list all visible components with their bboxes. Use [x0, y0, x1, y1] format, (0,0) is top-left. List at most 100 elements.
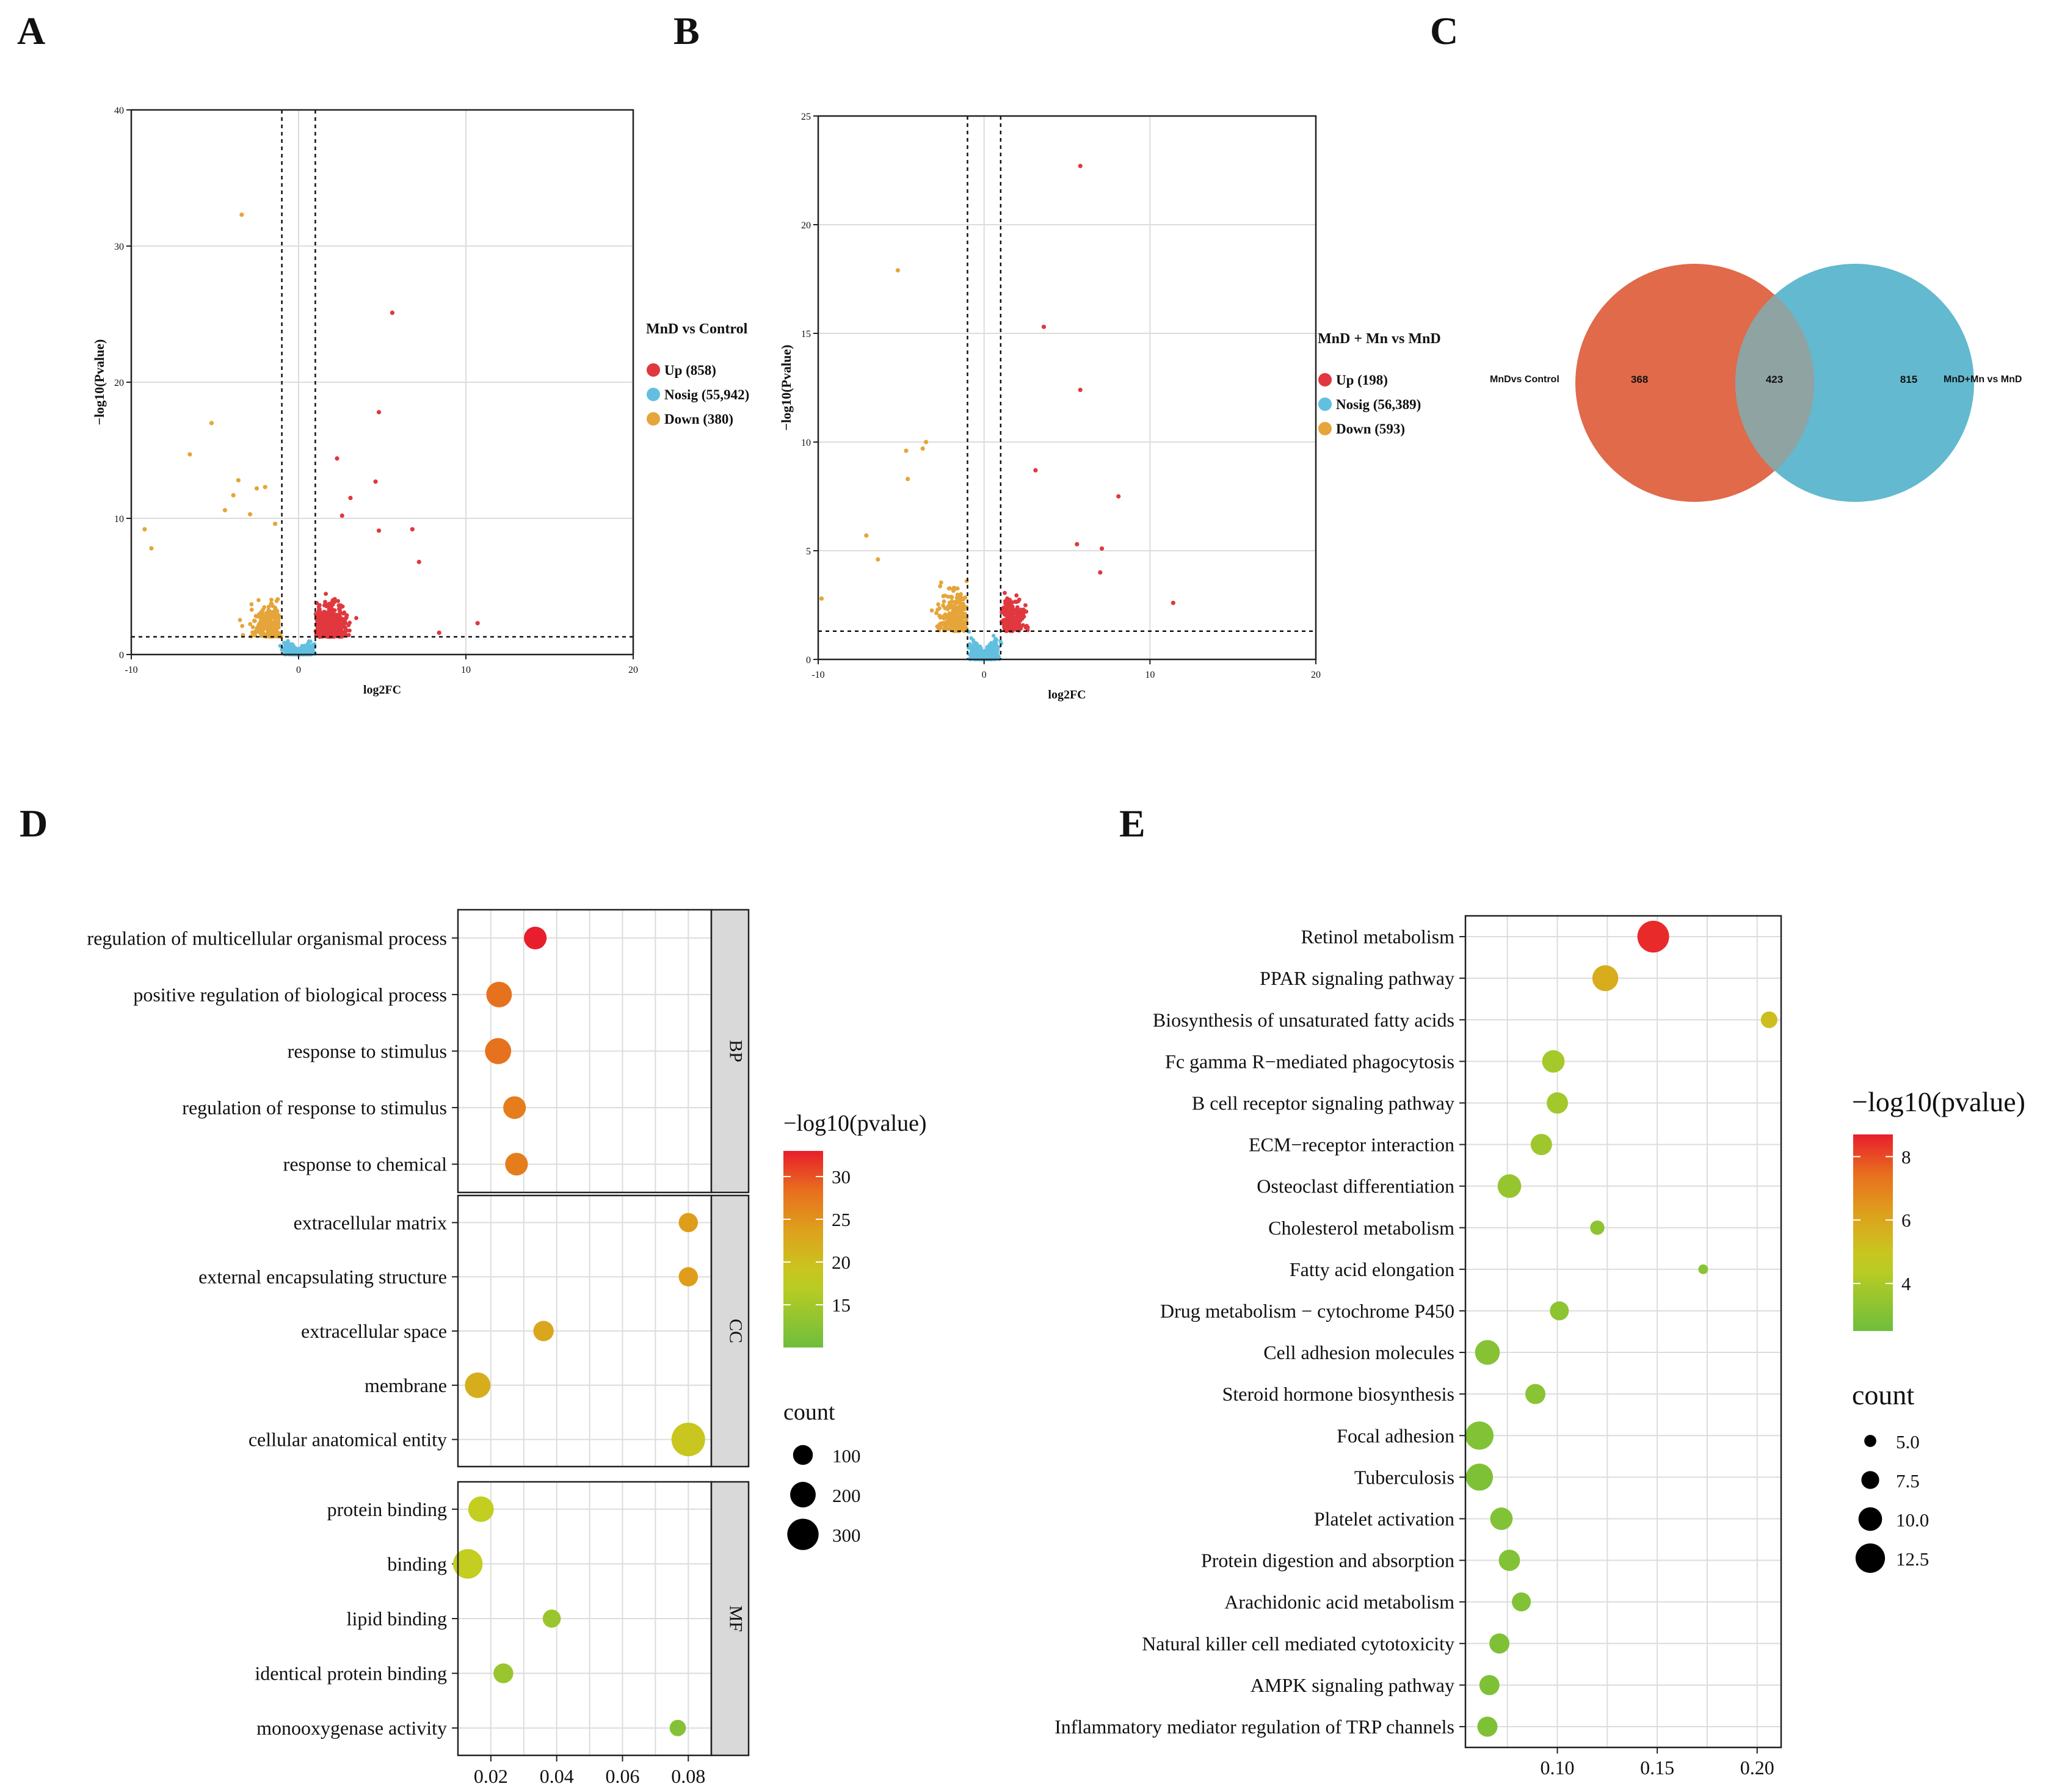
up-point — [1078, 387, 1083, 393]
colorbar-tick-label: 6 — [1901, 1210, 1911, 1231]
go-bubble — [524, 926, 547, 949]
up-point — [1014, 626, 1019, 631]
down-point — [253, 629, 258, 634]
term-label: Osteoclast differentiation — [1257, 1175, 1454, 1197]
up-point — [318, 634, 322, 639]
down-point — [937, 614, 942, 618]
down-point — [942, 614, 946, 618]
down-point — [951, 589, 956, 593]
nosig-point — [307, 641, 311, 645]
up-point — [339, 513, 344, 518]
kegg-bubble — [1530, 1134, 1552, 1156]
colorbar — [783, 1151, 823, 1348]
go-bubble — [503, 1096, 526, 1119]
term-label: Cell adhesion molecules — [1263, 1341, 1454, 1363]
down-point — [267, 634, 272, 639]
down-point — [957, 600, 962, 604]
up-point — [1012, 620, 1017, 625]
x-tick-label: -10 — [811, 670, 824, 680]
y-tick-label: 25 — [801, 112, 811, 122]
down-point — [247, 512, 253, 517]
nosig-point — [283, 648, 287, 653]
down-point — [945, 607, 950, 612]
up-point — [317, 611, 322, 615]
term-label: identical protein binding — [255, 1663, 447, 1685]
y-tick-label: 0 — [119, 650, 124, 661]
down-point — [258, 630, 263, 634]
kegg-bubble — [1489, 1633, 1510, 1654]
term-label: lipid binding — [347, 1608, 447, 1630]
down-point — [920, 446, 925, 451]
up-point — [348, 495, 353, 501]
up-point — [1075, 542, 1080, 546]
kegg-bubble — [1465, 1421, 1494, 1450]
go-bubble — [468, 1496, 494, 1522]
kegg-bubble — [1479, 1675, 1500, 1696]
down-point — [260, 611, 265, 615]
legend-title: MnD vs Control — [646, 321, 748, 337]
down-point — [254, 486, 260, 491]
nosig-point — [978, 647, 983, 651]
nosig-point — [291, 648, 295, 652]
kegg-bubble — [1475, 1340, 1500, 1365]
down-point — [254, 614, 259, 618]
term-label: AMPK signaling pathway — [1251, 1674, 1454, 1696]
legend-swatch-up — [1318, 373, 1332, 386]
down-point — [239, 212, 244, 217]
up-point — [320, 621, 325, 626]
term-label: external encapsulating structure — [198, 1266, 447, 1288]
term-label: B cell receptor signaling pathway — [1192, 1092, 1454, 1114]
down-point — [274, 611, 278, 615]
go-bubble — [678, 1267, 699, 1286]
down-point — [876, 557, 880, 562]
nosig-point — [994, 653, 999, 658]
x-tick-label: 20 — [628, 665, 638, 675]
size-legend-label: 5.0 — [1896, 1431, 1920, 1453]
nosig-point — [991, 634, 996, 638]
down-point — [949, 599, 954, 604]
colorbar — [1853, 1134, 1893, 1331]
colorbar-tick-label: 25 — [832, 1209, 851, 1230]
up-point — [1099, 546, 1105, 551]
up-point — [344, 613, 349, 618]
legend-label-down: Down (593) — [1336, 421, 1405, 437]
go-bubble — [669, 1719, 686, 1736]
x-tick-label: 0.06 — [605, 1765, 639, 1787]
down-point — [951, 626, 956, 631]
up-point — [324, 592, 329, 596]
up-point — [327, 601, 332, 606]
up-point — [319, 631, 324, 636]
down-point — [904, 448, 909, 453]
up-point — [336, 599, 341, 603]
colorbar-tick-label: 4 — [1901, 1273, 1911, 1294]
down-point — [949, 595, 954, 600]
down-point — [961, 605, 966, 610]
down-point — [954, 595, 959, 600]
y-tick-label: 0 — [806, 655, 811, 666]
down-point — [260, 626, 264, 631]
term-label: Platelet activation — [1314, 1507, 1454, 1529]
up-point — [1006, 604, 1011, 609]
nosig-point — [967, 652, 971, 656]
term-label: monooxygenase activity — [256, 1717, 447, 1739]
down-point — [864, 533, 869, 538]
up-point — [1010, 607, 1015, 612]
down-point — [929, 608, 934, 613]
colorbar-title: −log10(pvalue) — [783, 1111, 927, 1136]
up-point — [1018, 612, 1023, 617]
down-point — [273, 521, 278, 526]
down-point — [939, 580, 943, 585]
term-label: Steroid hormone biosynthesis — [1222, 1383, 1454, 1405]
colorbar-title: −log10(pvalue) — [1852, 1086, 2025, 1117]
down-point — [274, 633, 278, 638]
facet-label: BP — [726, 1040, 746, 1062]
up-point — [1005, 622, 1010, 626]
term-label: Cholesterol metabolism — [1268, 1217, 1454, 1239]
size-legend-dot — [1855, 1543, 1886, 1573]
down-point — [949, 605, 954, 610]
panel-letter-c: C — [1430, 9, 1458, 53]
up-point — [336, 606, 341, 611]
down-point — [941, 594, 946, 598]
down-point — [274, 598, 279, 603]
term-label: cellular anatomical entity — [249, 1429, 447, 1451]
